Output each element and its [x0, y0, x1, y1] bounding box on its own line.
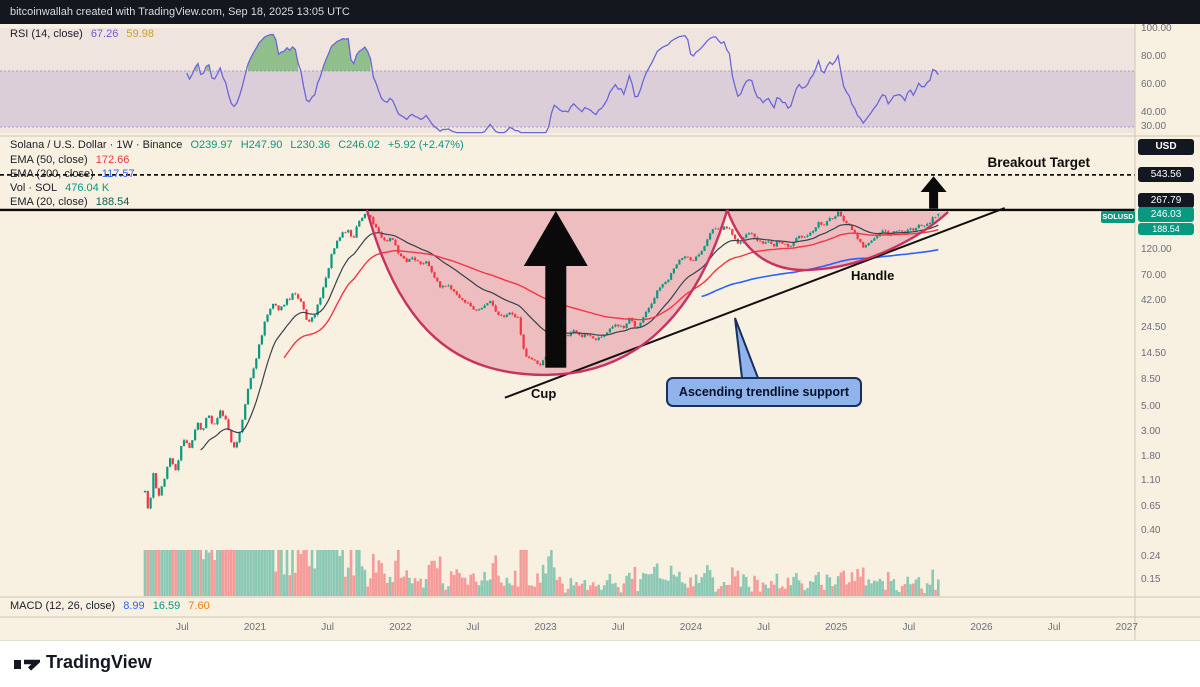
- rsi-value: 67.26: [90, 28, 119, 40]
- price-tick-label: 14.50: [1141, 348, 1167, 360]
- last-price-badge: 246.03: [1138, 207, 1194, 222]
- ema20-value: 188.54: [95, 196, 130, 208]
- time-tick-label: 2025: [825, 622, 848, 633]
- rsi-legend[interactable]: RSI (14, close) 67.26 59.98: [10, 28, 159, 40]
- ohlc-low: L230.36: [290, 139, 331, 151]
- legend-ema20[interactable]: EMA (20, close) 188.54: [10, 196, 134, 208]
- symbol-tag-badge: SOLUSD: [1101, 211, 1135, 223]
- price-tick-label: 24.50: [1141, 322, 1167, 334]
- handle-label: Handle: [851, 268, 895, 283]
- price-tick-label: 5.00: [1141, 400, 1161, 412]
- rsi-tick-label: 40.00: [1141, 107, 1167, 118]
- currency-toggle-badge[interactable]: USD: [1138, 139, 1194, 155]
- price-tick-label: 0.15: [1141, 573, 1161, 585]
- tradingview-logo-icon[interactable]: [12, 650, 40, 678]
- ema200-value: 117.57: [101, 168, 135, 180]
- price-tick-label: 0.65: [1141, 501, 1161, 513]
- rsi-tick-label: 30.00: [1141, 121, 1167, 132]
- footer-bar: TradingView: [0, 640, 1200, 687]
- price-tick-label: 1.80: [1141, 451, 1161, 463]
- time-tick-label: Jul: [466, 622, 480, 633]
- time-tick-label: Jul: [175, 622, 189, 633]
- symbol-legend[interactable]: Solana / U.S. Dollar · 1W · Binance O239…: [10, 139, 469, 151]
- rsi-tick-label: 60.00: [1141, 79, 1167, 90]
- rsi-label: RSI (14, close): [10, 28, 83, 40]
- ohlc-high: H247.90: [240, 139, 283, 151]
- cup-label: Cup: [531, 386, 557, 401]
- volume-value: 476.04 K: [65, 182, 110, 194]
- symbol-title: Solana / U.S. Dollar · 1W · Binance: [10, 139, 183, 151]
- time-tick-label: 2022: [389, 622, 412, 633]
- time-tick-label: Jul: [902, 622, 916, 633]
- trendline-support-callout: Ascending trendline support: [666, 377, 862, 407]
- macd-value-2: 16.59: [152, 600, 181, 612]
- attribution-bar: bitcoinwallah created with TradingView.c…: [0, 0, 1200, 24]
- time-tick-label: 2026: [970, 622, 993, 633]
- macd-legend[interactable]: MACD (12, 26, close) 8.99 16.59 7.60: [10, 600, 215, 612]
- breakout-target-price-badge: 543.56: [1138, 167, 1194, 182]
- price-tick-label: 3.00: [1141, 425, 1161, 437]
- legend-volume[interactable]: Vol · SOL 476.04 K: [10, 182, 114, 194]
- macd-label: MACD (12, 26, close): [10, 600, 116, 612]
- rsi-tick-label: 100.00: [1141, 23, 1172, 34]
- ema20-label: EMA (20, close): [10, 196, 88, 208]
- legend-ema200[interactable]: EMA (200, close) 117.57: [10, 168, 140, 180]
- tradingview-brand[interactable]: TradingView: [46, 652, 152, 672]
- price-tick-label: 8.50: [1141, 374, 1161, 386]
- ema50-label: EMA (50, close): [10, 154, 88, 166]
- time-tick-label: Jul: [1047, 622, 1061, 633]
- macd-value-3: 7.60: [188, 600, 210, 612]
- macd-value-1: 8.99: [123, 600, 145, 612]
- time-tick-label: 2027: [1115, 622, 1138, 633]
- legend-ema50[interactable]: EMA (50, close) 172.66: [10, 154, 134, 166]
- time-tick-label: Jul: [611, 622, 625, 633]
- time-tick-label: Jul: [321, 622, 335, 633]
- time-tick-label: 2024: [679, 622, 703, 633]
- ema200-label: EMA (200, close): [10, 168, 94, 180]
- attribution-text: bitcoinwallah created with TradingView.c…: [10, 6, 350, 18]
- time-tick-label: 2021: [243, 622, 267, 633]
- price-tick-label: 1.10: [1141, 475, 1161, 487]
- time-tick-label: Jul: [757, 622, 770, 633]
- resistance-price-badge: 267.79: [1138, 193, 1194, 208]
- price-tick-label: 70.00: [1141, 270, 1167, 282]
- rsi-ma-value: 59.98: [126, 28, 154, 40]
- ema20-price-badge: 188.54: [1138, 223, 1194, 235]
- ohlc-open: O239.97: [190, 139, 233, 151]
- volume-label: Vol · SOL: [10, 182, 58, 194]
- price-tick-label: 0.24: [1141, 550, 1161, 562]
- time-tick-label: 2023: [534, 622, 557, 633]
- ema50-value: 172.66: [95, 154, 130, 166]
- breakout-target-label: Breakout Target: [987, 155, 1090, 170]
- rsi-tick-label: 80.00: [1141, 51, 1167, 62]
- price-tick-label: 0.40: [1141, 525, 1161, 537]
- price-tick-label: 42.00: [1141, 295, 1167, 307]
- ohlc-change: +5.92 (+2.47%): [387, 139, 464, 151]
- ohlc-close: C246.02: [338, 139, 380, 151]
- price-tick-label: 120.00: [1141, 243, 1172, 255]
